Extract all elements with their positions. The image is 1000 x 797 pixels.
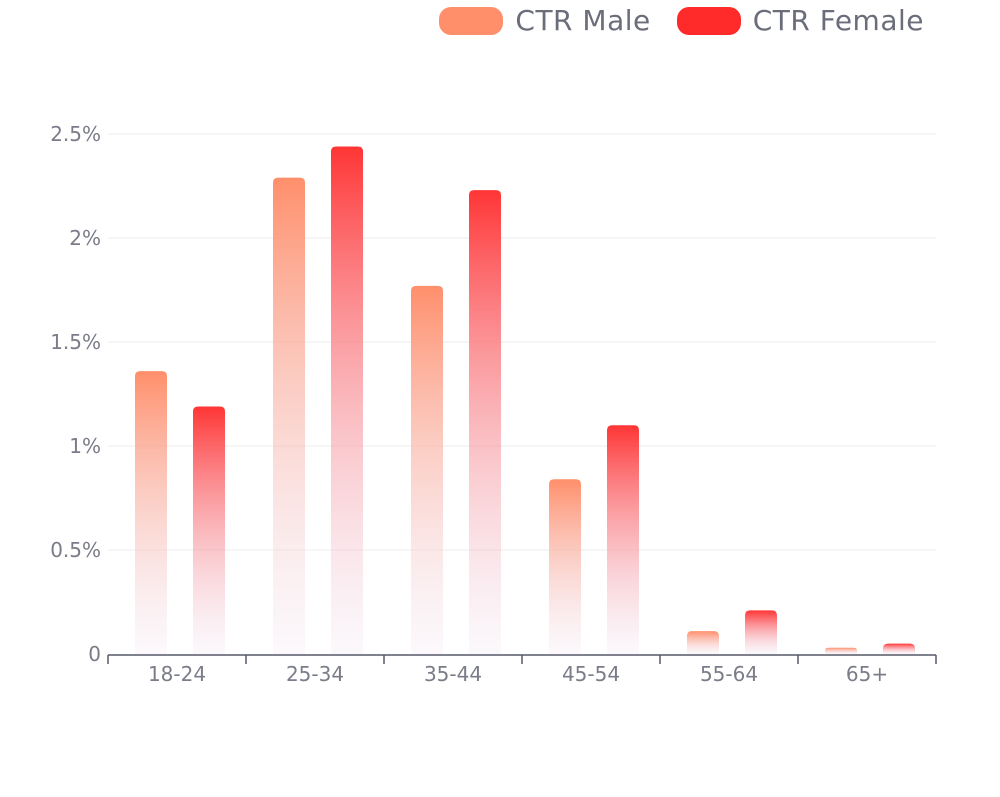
bar-female-45-54 [607, 425, 639, 654]
bar-female-25-34 [331, 146, 363, 655]
legend-swatch-female [676, 6, 741, 35]
bar-male-18-24 [135, 371, 167, 654]
y-tick-label: 1% [69, 434, 101, 458]
legend: CTR Male CTR Female [439, 4, 924, 37]
axis-labels: 0 0.5% 1% 1.5% 2% 2.5% 18-24 25-34 35-44 45-54 55-… [50, 122, 888, 686]
bar-male-35-44 [411, 285, 443, 654]
bar-female-55-64 [745, 610, 777, 654]
x-tick-label: 18-24 [148, 662, 206, 686]
x-axis [107, 654, 937, 664]
y-tick-label: 2.5% [50, 122, 101, 146]
x-tick-label: 35-44 [424, 662, 482, 686]
bar-male-25-34 [273, 177, 305, 654]
legend-swatch-male [439, 6, 504, 35]
bars [135, 146, 915, 655]
legend-item-female[interactable]: CTR Female [676, 4, 924, 37]
legend-label-female: CTR Female [752, 4, 924, 37]
grid-lines [108, 133, 936, 551]
bar-male-55-64 [687, 631, 719, 654]
x-tick-label: 25-34 [286, 662, 344, 686]
x-tick-label: 65+ [846, 662, 888, 686]
legend-label-male: CTR Male [515, 4, 651, 37]
y-tick-label: 2% [69, 226, 101, 250]
bar-male-65+ [825, 647, 857, 654]
legend-item-male[interactable]: CTR Male [439, 4, 650, 37]
x-tick-label: 45-54 [562, 662, 620, 686]
x-tick-label: 55-64 [700, 662, 758, 686]
bar-female-18-24 [193, 406, 225, 654]
bar-female-35-44 [469, 190, 501, 654]
bar-male-45-54 [549, 479, 581, 654]
y-tick-label: 0 [88, 642, 101, 666]
y-tick-label: 0.5% [50, 538, 101, 562]
bar-female-65+ [883, 643, 915, 654]
y-tick-label: 1.5% [50, 330, 101, 354]
